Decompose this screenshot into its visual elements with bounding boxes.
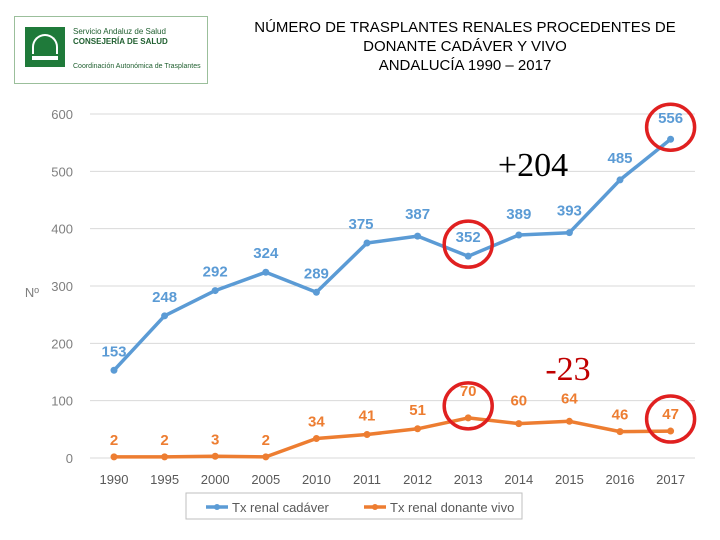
data-label: 46	[612, 407, 629, 424]
data-point	[616, 176, 624, 184]
data-point	[565, 417, 573, 425]
data-point	[414, 232, 422, 240]
x-tick-label: 1990	[100, 472, 129, 487]
data-label: 153	[101, 343, 126, 360]
highlight-circle	[644, 102, 697, 152]
x-tick-label: 2012	[403, 472, 432, 487]
data-label: 352	[456, 229, 481, 246]
data-point	[110, 453, 118, 461]
data-label: 248	[152, 289, 177, 306]
y-tick-label: 200	[51, 336, 73, 351]
data-label: 389	[506, 206, 531, 223]
data-point	[464, 414, 472, 422]
y-tick-label: 400	[51, 222, 73, 237]
logo-ministry-name: CONSEJERÍA DE SALUD	[73, 37, 168, 46]
x-tick-label: 2005	[251, 472, 280, 487]
data-point	[262, 453, 270, 461]
data-point	[312, 288, 320, 296]
data-label: 2	[262, 432, 270, 449]
data-label: 324	[253, 245, 279, 262]
data-label: 485	[607, 150, 632, 167]
x-tick-label: 2010	[302, 472, 331, 487]
x-tick-label: 2014	[504, 472, 533, 487]
x-tick-label: 2017	[656, 472, 685, 487]
title-line-3: ANDALUCÍA 1990 – 2017	[378, 57, 552, 74]
data-label: 3	[211, 431, 219, 448]
data-point	[464, 252, 472, 260]
data-label: 64	[561, 390, 578, 407]
logo: Servicio Andaluz de Salud CONSEJERÍA DE …	[14, 16, 208, 84]
legend-swatch-marker	[372, 504, 378, 510]
data-point	[515, 231, 523, 239]
annotation-cadaver-change: +204	[498, 147, 568, 184]
highlight-circle	[442, 219, 494, 269]
legend-swatch-marker	[214, 504, 220, 510]
data-label: 60	[510, 393, 527, 410]
data-point	[565, 229, 573, 237]
y-tick-label: 100	[51, 394, 73, 409]
x-tick-label: 2015	[555, 472, 584, 487]
series-line	[112, 137, 673, 373]
data-point	[667, 427, 675, 435]
data-label: 292	[203, 264, 228, 281]
data-label: 47	[662, 406, 679, 423]
data-label: 34	[308, 414, 325, 431]
title-line-1: NÚMERO DE TRASPLANTES RENALES PROCEDENTE…	[254, 19, 676, 36]
data-label: 393	[557, 203, 582, 220]
data-point	[110, 366, 118, 374]
andalucia-emblem-icon	[25, 27, 65, 67]
series-line	[112, 416, 673, 459]
page-title: NÚMERO DE TRASPLANTES RENALES PROCEDENTE…	[230, 18, 700, 75]
data-label: 2	[110, 432, 118, 449]
data-label: 41	[359, 407, 376, 424]
highlight-circle	[644, 394, 697, 444]
y-tick-label: 300	[51, 279, 73, 294]
data-label: 70	[460, 383, 477, 400]
data-point	[515, 420, 523, 428]
y-tick-label: 0	[66, 451, 73, 466]
legend-box	[185, 492, 523, 520]
data-point	[363, 239, 371, 247]
data-label: 51	[409, 402, 426, 419]
data-point	[211, 287, 219, 295]
annotation-living-change: -23	[545, 351, 590, 388]
x-tick-label: 2016	[606, 472, 635, 487]
data-label: 289	[304, 265, 329, 282]
x-tick-label: 2013	[454, 472, 483, 487]
legend-label: Tx renal cadáver	[232, 500, 329, 515]
data-point	[363, 430, 371, 438]
y-axis-label: Nº	[25, 285, 39, 300]
x-tick-label: 1995	[150, 472, 179, 487]
data-point	[161, 453, 169, 461]
data-point	[616, 428, 624, 436]
data-point	[667, 135, 675, 143]
data-point	[262, 268, 270, 276]
legend-label: Tx renal donante vivo	[390, 500, 514, 515]
data-label: 556	[658, 110, 683, 127]
y-tick-label: 600	[51, 107, 73, 122]
data-label: 2	[160, 432, 168, 449]
data-point	[312, 435, 320, 443]
x-tick-label: 2011	[353, 472, 381, 487]
y-tick-label: 500	[51, 164, 73, 179]
logo-service-name: Servicio Andaluz de Salud	[73, 27, 166, 36]
logo-coordination-name: Coordinación Autonómica de Trasplantes	[73, 63, 201, 70]
data-label: 375	[348, 216, 373, 233]
highlight-circle	[442, 381, 494, 431]
data-label: 387	[405, 206, 430, 223]
title-line-2: DONANTE CADÁVER Y VIVO	[363, 38, 567, 55]
data-point	[211, 452, 219, 460]
x-tick-label: 2000	[201, 472, 230, 487]
data-point	[161, 312, 169, 320]
data-point	[414, 425, 422, 433]
